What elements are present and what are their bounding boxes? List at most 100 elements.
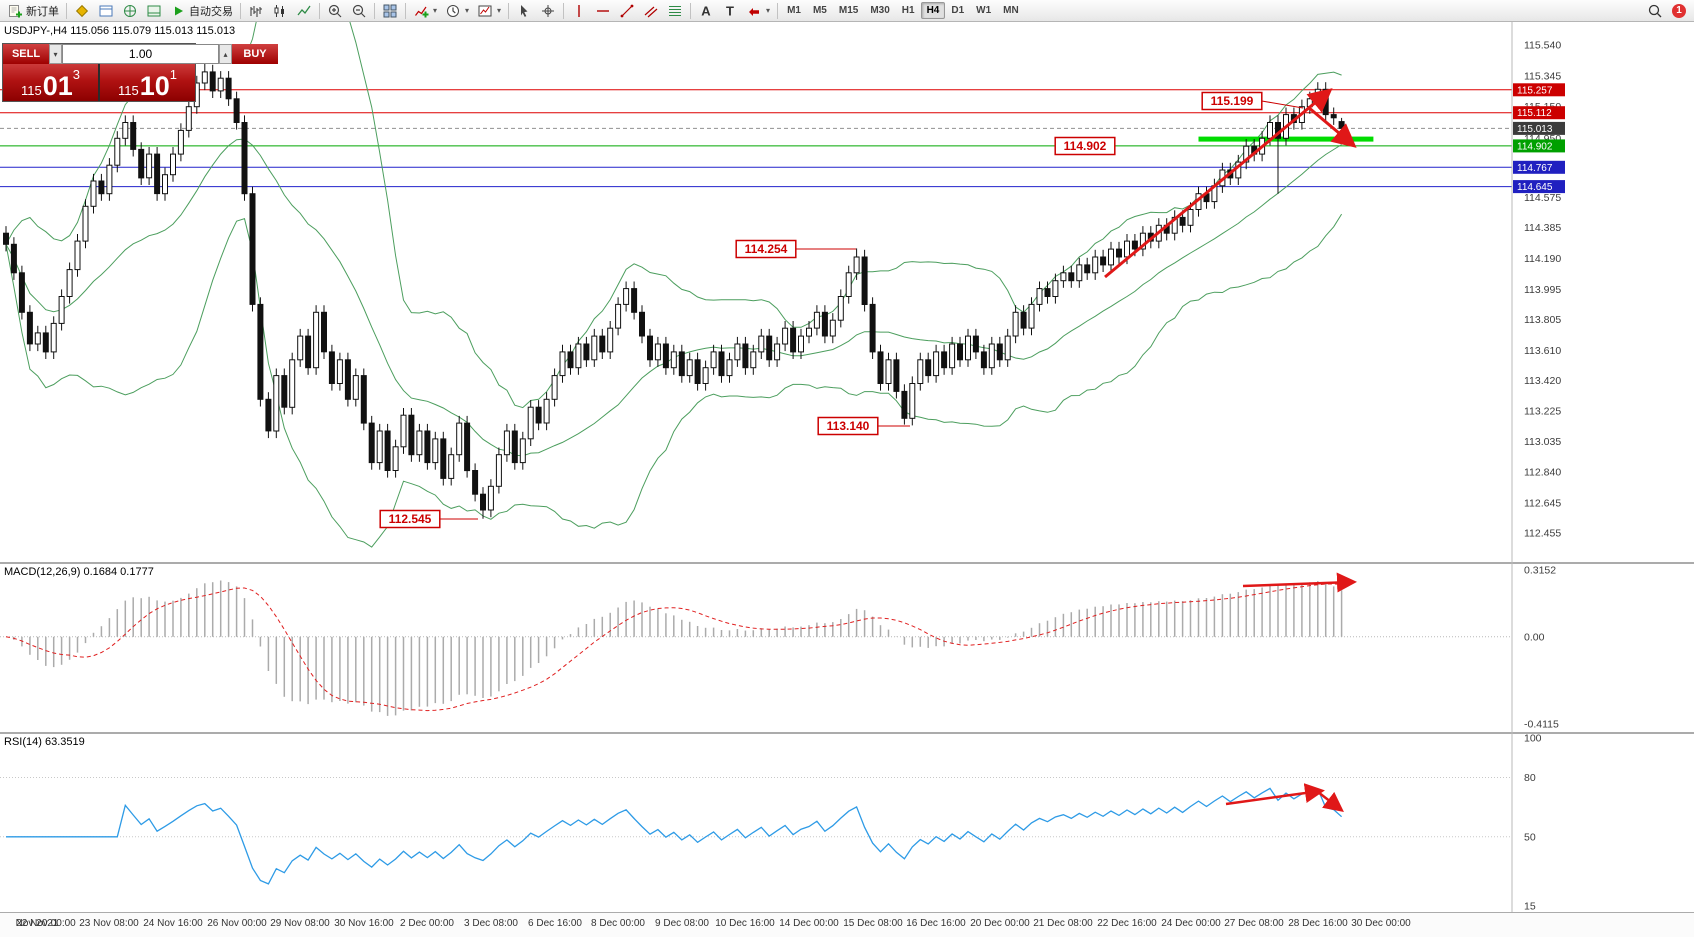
market-watch-button[interactable] — [70, 1, 94, 21]
data-window-icon — [99, 5, 113, 16]
timeframe-d1-button[interactable]: D1 — [945, 2, 970, 19]
svg-text:100: 100 — [1524, 733, 1542, 745]
svg-text:114.254: 114.254 — [745, 242, 788, 256]
text-button[interactable]: A — [694, 1, 718, 21]
search-icon — [1648, 4, 1662, 17]
sell-price-big: 01 — [42, 70, 73, 101]
price-annotation: 114.254 — [735, 239, 856, 259]
text-label-button[interactable]: T — [718, 1, 742, 21]
rsi-arrow — [1317, 791, 1344, 813]
svg-text:114.902: 114.902 — [1517, 141, 1553, 152]
svg-text:113.140: 113.140 — [827, 419, 870, 433]
time-axis-label: 16 Dec 16:00 — [906, 918, 966, 929]
svg-text:113.225: 113.225 — [1524, 406, 1561, 418]
sell-price-button[interactable]: 115 01 3 — [3, 64, 98, 101]
line-chart-icon — [297, 5, 311, 15]
search-button[interactable] — [1643, 1, 1667, 21]
svg-text:-0.4115: -0.4115 — [1524, 719, 1559, 731]
periods-button[interactable]: ▾ — [441, 1, 473, 21]
line-chart-button[interactable] — [292, 1, 316, 21]
rsi-indicator-panel[interactable]: 100 80 50 15 — [0, 732, 1694, 912]
template-button[interactable]: ▾ — [473, 1, 505, 21]
svg-text:112.545: 112.545 — [389, 512, 432, 526]
toolbar-separator — [563, 2, 565, 19]
new-order-button[interactable]: 新订单 — [3, 1, 63, 21]
data-window-button[interactable] — [94, 1, 118, 21]
tile-windows-icon — [383, 4, 397, 17]
svg-text:0.3152: 0.3152 — [1524, 565, 1556, 577]
toolbar-separator — [690, 2, 692, 19]
time-axis-label: 29 Nov 08:00 — [270, 918, 330, 929]
timeframe-m15-button[interactable]: M15 — [833, 2, 864, 19]
tile-windows-button[interactable] — [378, 1, 402, 21]
price-tag: 115.257 — [1513, 83, 1565, 97]
text-icon: A — [701, 3, 711, 18]
time-axis-label: 9 Dec 08:00 — [655, 918, 709, 929]
timeframe-m5-button[interactable]: M5 — [807, 2, 833, 19]
zoom-in-icon — [328, 4, 342, 17]
price-annotation: 113.140 — [817, 416, 910, 436]
fibonacci-button[interactable] — [663, 1, 687, 21]
vline-button[interactable] — [567, 1, 591, 21]
buy-button[interactable]: BUY — [232, 44, 278, 64]
macd-indicator-panel[interactable]: 0.3152 0.00 -0.4115 — [0, 562, 1694, 732]
timeframe-mn-button[interactable]: MN — [997, 2, 1025, 19]
toolbar-separator — [405, 2, 406, 19]
trendline-button[interactable] — [615, 1, 639, 21]
cursor-button[interactable] — [512, 1, 536, 21]
hline-button[interactable] — [591, 1, 615, 21]
bar-chart-button[interactable] — [244, 1, 268, 21]
lot-decrease-button[interactable]: ▾ — [49, 44, 62, 64]
buy-price-big: 10 — [139, 70, 170, 101]
svg-text:112.455: 112.455 — [1524, 528, 1561, 540]
svg-text:113.805: 113.805 — [1524, 314, 1561, 326]
channel-button[interactable] — [639, 1, 663, 21]
market-watch-icon — [75, 4, 89, 17]
crosshair-button[interactable] — [536, 1, 560, 21]
price-annotation: 115.199 — [1201, 91, 1304, 111]
time-axis-label: 27 Dec 08:00 — [1224, 918, 1284, 929]
time-axis-label: 6 Dec 16:00 — [528, 918, 582, 929]
time-axis[interactable]: Nov 2021 22 Nov 00:00 23 Nov 08:00 24 Nov 1… — [0, 912, 1694, 937]
vline-icon — [578, 4, 580, 17]
timeframe-h1-button[interactable]: H1 — [896, 2, 921, 19]
main-toolbar: 新订单 自动交易 ▾ ▾ ▾ A T ▾ M1 M5 M15 M30 H1 H4 D1 W1 MN 1 — [0, 0, 1694, 22]
sell-button[interactable]: SELL — [3, 44, 49, 64]
zoom-out-button[interactable] — [347, 1, 371, 21]
navigator-button[interactable] — [118, 1, 142, 21]
time-axis-label: Nov 2021 — [15, 918, 59, 929]
main-chart[interactable]: 115.540115.345115.150114.950114.760114.5… — [0, 22, 1694, 562]
sell-price-small: 115 — [20, 82, 42, 98]
time-axis-label: 30 Dec 00:00 — [1351, 918, 1411, 929]
sell-price-sup: 3 — [72, 67, 80, 82]
svg-text:112.840: 112.840 — [1524, 467, 1561, 479]
timeframe-h4-button[interactable]: H4 — [920, 2, 946, 19]
buy-price-button[interactable]: 115 10 1 — [100, 64, 195, 101]
timeframe-m30-button[interactable]: M30 — [864, 2, 895, 19]
svg-text:80: 80 — [1524, 772, 1536, 784]
terminal-button[interactable] — [142, 1, 166, 21]
lot-increase-button[interactable]: ▴ — [219, 44, 232, 64]
candlestick-button[interactable] — [268, 1, 292, 21]
indicators-button[interactable]: ▾ — [409, 1, 441, 21]
timeframe-m1-button[interactable]: M1 — [781, 2, 807, 19]
lot-size-input[interactable] — [62, 44, 219, 64]
bar-chart-icon — [250, 5, 262, 17]
time-axis-label: 20 Dec 00:00 — [970, 918, 1030, 929]
time-axis-label: 14 Dec 00:00 — [779, 918, 839, 929]
timeframe-w1-button[interactable]: W1 — [970, 2, 997, 19]
toolbar-separator — [777, 2, 779, 19]
notification-badge[interactable]: 1 — [1672, 3, 1686, 18]
price-tag: 114.645 — [1513, 180, 1565, 194]
time-axis-label: 15 Dec 08:00 — [843, 918, 903, 929]
dropdown-caret-icon: ▾ — [433, 6, 438, 15]
autotrade-button[interactable]: 自动交易 — [166, 1, 237, 21]
svg-text:115.112: 115.112 — [1517, 108, 1552, 119]
zoom-in-button[interactable] — [323, 1, 347, 21]
arrows-button[interactable]: ▾ — [742, 1, 774, 21]
crosshair-icon — [542, 4, 555, 17]
svg-text:114.190: 114.190 — [1524, 253, 1561, 265]
time-axis-label: 24 Dec 00:00 — [1161, 918, 1221, 929]
arrows-icon — [749, 7, 760, 16]
